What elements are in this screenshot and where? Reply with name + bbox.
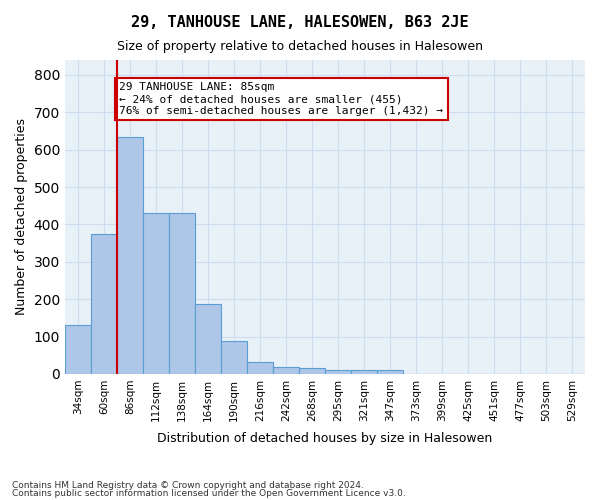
- Bar: [169, 213, 195, 374]
- Bar: [351, 370, 377, 374]
- Text: 29, TANHOUSE LANE, HALESOWEN, B63 2JE: 29, TANHOUSE LANE, HALESOWEN, B63 2JE: [131, 15, 469, 30]
- X-axis label: Distribution of detached houses by size in Halesowen: Distribution of detached houses by size …: [157, 432, 493, 445]
- Bar: [117, 136, 143, 374]
- Bar: [273, 367, 299, 374]
- Bar: [221, 341, 247, 374]
- Text: Contains public sector information licensed under the Open Government Licence v3: Contains public sector information licen…: [12, 488, 406, 498]
- Bar: [325, 370, 351, 374]
- Y-axis label: Number of detached properties: Number of detached properties: [15, 118, 28, 316]
- Bar: [377, 370, 403, 374]
- Text: Contains HM Land Registry data © Crown copyright and database right 2024.: Contains HM Land Registry data © Crown c…: [12, 481, 364, 490]
- Bar: [65, 326, 91, 374]
- Bar: [143, 213, 169, 374]
- Bar: [91, 234, 117, 374]
- Text: 29 TANHOUSE LANE: 85sqm
← 24% of detached houses are smaller (455)
76% of semi-d: 29 TANHOUSE LANE: 85sqm ← 24% of detache…: [119, 82, 443, 116]
- Bar: [247, 362, 273, 374]
- Bar: [299, 368, 325, 374]
- Bar: [195, 304, 221, 374]
- Text: Size of property relative to detached houses in Halesowen: Size of property relative to detached ho…: [117, 40, 483, 53]
